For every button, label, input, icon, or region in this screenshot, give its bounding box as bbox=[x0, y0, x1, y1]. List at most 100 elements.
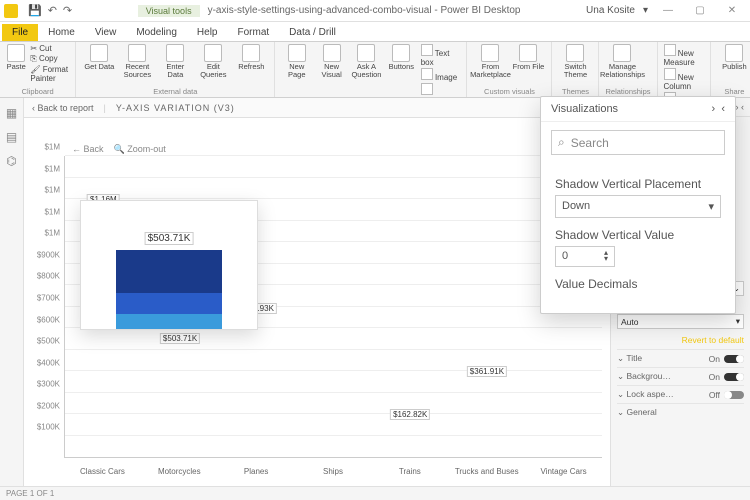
y-tick: $600K bbox=[37, 315, 60, 324]
new-visual-button[interactable]: New Visual bbox=[316, 44, 347, 78]
x-label: Classic Cars bbox=[80, 467, 125, 476]
y-tick: $700K bbox=[37, 294, 60, 303]
quick-access-toolbar: 💾 ↶ ↷ bbox=[28, 4, 72, 17]
close-button[interactable]: ✕ bbox=[720, 5, 744, 16]
tab-home[interactable]: Home bbox=[38, 24, 85, 41]
ribbon-tabs: File Home View Modeling Help Format Data… bbox=[0, 22, 750, 42]
value-decimals-select[interactable]: Auto▾ bbox=[617, 314, 744, 329]
tab-data-drill[interactable]: Data / Drill bbox=[279, 24, 346, 41]
magnifier-label: $503.71K bbox=[145, 232, 194, 245]
tab-file[interactable]: File bbox=[2, 24, 38, 41]
ribbon: Paste ✂ Cut ⎘ Copy 🖌 Format Painter Clip… bbox=[0, 42, 750, 98]
y-tick: $400K bbox=[37, 358, 60, 367]
x-label: Vintage Cars bbox=[541, 467, 587, 476]
get-data-button[interactable]: Get Data bbox=[82, 44, 116, 71]
publish-button[interactable]: Publish bbox=[717, 44, 750, 71]
format-section[interactable]: ⌄ TitleOn bbox=[617, 349, 744, 367]
new-measure-button[interactable]: New Measure bbox=[664, 44, 705, 67]
model-view-icon[interactable]: ⌬ bbox=[6, 154, 16, 168]
report-view-icon[interactable]: ▦ bbox=[6, 106, 17, 120]
chart-magnifier: $503.71K bbox=[80, 200, 258, 330]
float-search-input[interactable]: ⌕ Search bbox=[551, 130, 725, 155]
breadcrumb-back[interactable]: ← Back bbox=[72, 144, 104, 155]
tab-modeling[interactable]: Modeling bbox=[126, 24, 187, 41]
title-bar: 💾 ↶ ↷ Visual tools y-axis-style-settings… bbox=[0, 0, 750, 22]
status-bar: PAGE 1 OF 1 bbox=[0, 486, 750, 500]
y-tick: $1M bbox=[44, 207, 60, 216]
manage-relationships-button[interactable]: Manage Relationships bbox=[605, 44, 639, 78]
tab-format[interactable]: Format bbox=[227, 24, 279, 41]
maximize-button[interactable]: ▢ bbox=[688, 5, 712, 16]
save-icon[interactable]: 💾 bbox=[28, 4, 42, 17]
group-custom-label: Custom visuals bbox=[473, 87, 545, 97]
data-label: $503.71K bbox=[160, 333, 200, 344]
shadow-placement-select[interactable]: Down▾ bbox=[555, 195, 721, 218]
from-file-button[interactable]: From File bbox=[511, 44, 545, 71]
minimize-button[interactable]: — bbox=[656, 5, 680, 16]
group-external-label: External data bbox=[82, 87, 268, 97]
new-page-button[interactable]: New Page bbox=[281, 44, 312, 78]
window-title: y-axis-style-settings-using-advanced-com… bbox=[208, 5, 521, 16]
enter-data-button[interactable]: Enter Data bbox=[158, 44, 192, 78]
data-label: $162.82K bbox=[390, 409, 430, 420]
buttons-button[interactable]: Buttons bbox=[386, 44, 417, 71]
x-label: Trucks and Buses bbox=[455, 467, 519, 476]
tab-view[interactable]: View bbox=[85, 24, 127, 41]
x-label: Trains bbox=[399, 467, 421, 476]
format-section[interactable]: ⌄ Lock aspe…Off bbox=[617, 385, 744, 403]
format-section[interactable]: ⌄ Backgrou…On bbox=[617, 367, 744, 385]
visual-title: Y-AXIS VARIATION (V3) bbox=[116, 103, 235, 113]
toggle[interactable] bbox=[724, 355, 744, 363]
revert-default-link[interactable]: Revert to default bbox=[617, 335, 744, 345]
user-name: Una Kosite bbox=[586, 5, 635, 16]
ask-question-button[interactable]: Ask A Question bbox=[351, 44, 382, 78]
back-to-report-link[interactable]: ‹ Back to report bbox=[32, 103, 94, 113]
copy-button[interactable]: ⎘ Copy bbox=[30, 54, 69, 64]
y-tick: $1M bbox=[44, 186, 60, 195]
x-label: Ships bbox=[323, 467, 343, 476]
y-tick: $800K bbox=[37, 272, 60, 281]
redo-icon[interactable]: ↷ bbox=[63, 4, 72, 17]
view-rail: ▦ ▤ ⌬ bbox=[0, 98, 24, 486]
chevron-down-icon[interactable]: ▾ bbox=[643, 5, 648, 16]
format-float-panel: Visualizations › ‹ ⌕ Search Shadow Verti… bbox=[540, 96, 736, 314]
paste-button[interactable]: Paste bbox=[6, 44, 26, 71]
switch-theme-button[interactable]: Switch Theme bbox=[558, 44, 592, 78]
y-tick: $1M bbox=[44, 143, 60, 152]
float-title: Visualizations bbox=[551, 103, 618, 115]
chevron-right-icon[interactable]: › ‹ bbox=[736, 102, 745, 112]
edit-queries-button[interactable]: Edit Queries bbox=[196, 44, 230, 78]
visual-tools-badge: Visual tools bbox=[138, 5, 200, 17]
from-marketplace-button[interactable]: From Marketplace bbox=[473, 44, 507, 78]
data-label: $361.91K bbox=[467, 366, 507, 377]
cut-button[interactable]: ✂ Cut bbox=[30, 44, 69, 53]
format-section[interactable]: ⌄ General bbox=[617, 403, 744, 421]
toggle[interactable] bbox=[724, 391, 744, 399]
y-tick: $500K bbox=[37, 337, 60, 346]
float-collapse-icon[interactable]: › ‹ bbox=[712, 103, 725, 115]
data-view-icon[interactable]: ▤ bbox=[6, 130, 17, 144]
toggle[interactable] bbox=[724, 373, 744, 381]
new-column-button[interactable]: New Column bbox=[664, 68, 705, 91]
x-label: Planes bbox=[244, 467, 268, 476]
shadow-value-input[interactable]: 0▴▾ bbox=[555, 246, 615, 267]
x-label: Motorcycles bbox=[158, 467, 201, 476]
textbox-button[interactable]: Text box bbox=[421, 44, 461, 67]
page-indicator: PAGE 1 OF 1 bbox=[6, 489, 54, 498]
y-tick: $100K bbox=[37, 423, 60, 432]
search-icon: ⌕ bbox=[558, 135, 565, 150]
y-tick: $1M bbox=[44, 164, 60, 173]
recent-sources-button[interactable]: Recent Sources bbox=[120, 44, 154, 78]
tab-help[interactable]: Help bbox=[187, 24, 228, 41]
undo-icon[interactable]: ↶ bbox=[48, 4, 57, 17]
app-icon bbox=[4, 4, 18, 18]
shadow-placement-label: Shadow Vertical Placement bbox=[555, 177, 721, 191]
y-tick: $900K bbox=[37, 250, 60, 259]
y-tick: $300K bbox=[37, 380, 60, 389]
image-button[interactable]: Image bbox=[421, 68, 461, 82]
group-clipboard-label: Clipboard bbox=[6, 87, 69, 97]
format-painter-button[interactable]: 🖌 Format Painter bbox=[30, 65, 69, 83]
float-value-decimals-label: Value Decimals bbox=[555, 277, 721, 291]
breadcrumb-zoom-out[interactable]: 🔍 Zoom-out bbox=[114, 144, 166, 155]
refresh-button[interactable]: Refresh bbox=[234, 44, 268, 71]
